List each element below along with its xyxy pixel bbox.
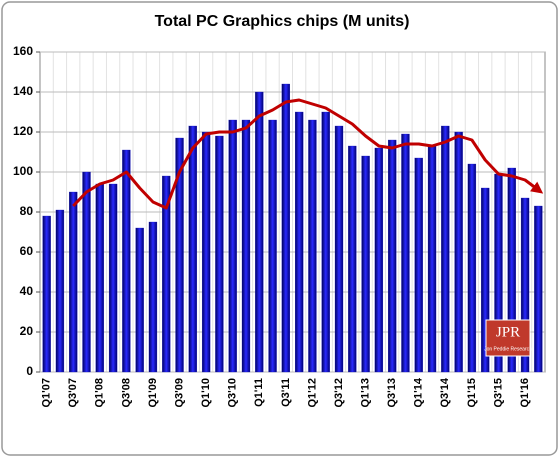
bar <box>122 149 131 373</box>
bar <box>534 205 543 373</box>
x-tick-label: Q1'14 <box>413 377 425 407</box>
bar <box>401 133 410 373</box>
y-tick-label: 100 <box>13 164 33 178</box>
bar <box>467 163 477 373</box>
bar <box>361 155 370 373</box>
bar <box>201 131 211 373</box>
x-tick-label: Q1'16 <box>519 378 531 408</box>
bar <box>281 83 290 373</box>
bar <box>188 125 197 373</box>
bar <box>520 197 530 373</box>
y-tick-label: 0 <box>26 364 33 378</box>
x-tick-label: Q3'11 <box>280 378 292 407</box>
logo: JPR Jon Peddie Research <box>484 319 532 357</box>
logo-box <box>485 319 531 357</box>
bar <box>95 183 104 373</box>
bar <box>454 131 463 373</box>
x-tick-label: Q1'08 <box>94 378 106 408</box>
bar <box>108 183 118 373</box>
bar <box>348 145 357 373</box>
x-tick-label: Q3'14 <box>439 377 451 407</box>
bar <box>374 147 384 373</box>
logo-subtitle: Jon Peddie Research <box>484 346 532 352</box>
bar <box>321 111 330 373</box>
x-tick-label: Q1'12 <box>306 378 318 408</box>
bar <box>55 209 65 373</box>
bar <box>295 111 304 373</box>
y-tick-label: 120 <box>13 124 33 138</box>
x-tick-label: Q3'08 <box>120 378 132 408</box>
y-tick-label: 20 <box>20 324 34 338</box>
bar <box>162 175 171 373</box>
bar <box>228 119 237 373</box>
y-tick-label: 160 <box>13 44 33 58</box>
bar <box>268 119 277 373</box>
y-tick-label: 60 <box>20 244 34 258</box>
x-tick-label: Q1'15 <box>466 378 478 408</box>
bar <box>334 125 344 373</box>
bar <box>175 137 184 373</box>
bar <box>69 191 78 373</box>
x-tick-label: Q3'12 <box>333 378 345 408</box>
x-tick-label: Q1'10 <box>200 378 212 408</box>
bar <box>441 125 450 373</box>
bar <box>82 171 91 373</box>
bar <box>388 139 397 373</box>
x-tick-label: Q3'09 <box>173 378 185 408</box>
y-tick-label: 140 <box>13 84 33 98</box>
x-tick-label: Q3'15 <box>492 378 504 408</box>
bar <box>427 145 437 373</box>
bar <box>42 215 51 373</box>
bar <box>241 119 251 373</box>
bar <box>135 227 144 373</box>
x-tick-label: Q3'13 <box>386 378 398 408</box>
x-tick-label: Q1'11 <box>253 378 265 407</box>
x-tick-label: Q3'07 <box>67 378 79 408</box>
bar <box>308 119 317 373</box>
bar <box>255 91 264 373</box>
x-tick-label: Q3'10 <box>227 378 239 408</box>
x-tick-label: Q1'07 <box>41 378 53 408</box>
y-tick-label: 80 <box>20 204 34 218</box>
trend-line <box>72 98 544 210</box>
bar <box>481 187 490 373</box>
y-tick-label: 40 <box>20 284 34 298</box>
bar <box>215 135 224 373</box>
chart-title: Total PC Graphics chips (M units) <box>155 13 410 30</box>
logo-title: JPR <box>496 324 520 340</box>
x-tick-label: Q1'13 <box>359 378 371 408</box>
bar <box>507 167 516 373</box>
bar <box>148 221 158 373</box>
x-tick-label: Q1'09 <box>147 378 159 408</box>
bar <box>414 157 423 373</box>
